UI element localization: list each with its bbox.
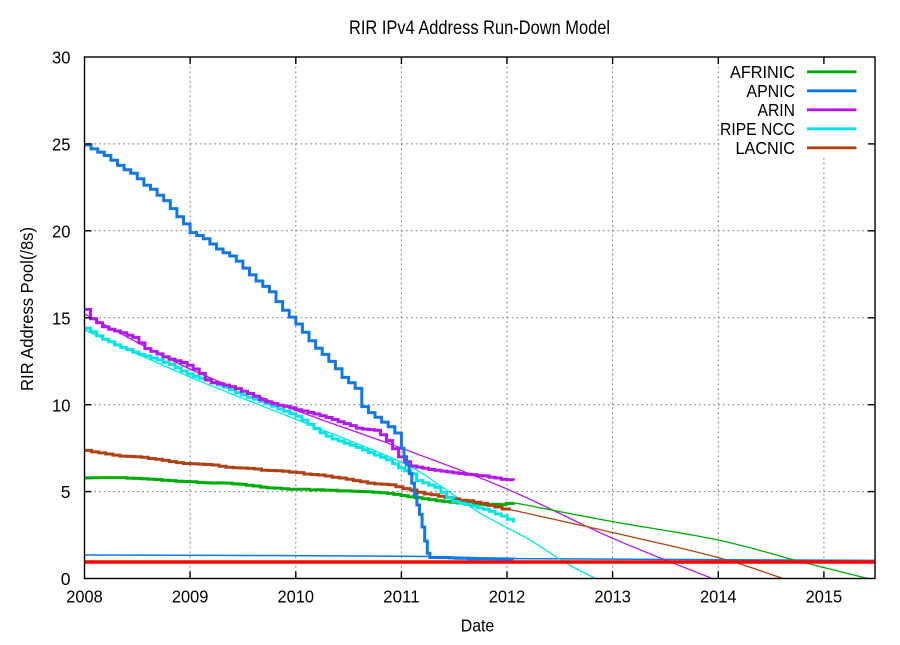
svg-text:2009: 2009 — [172, 587, 209, 607]
svg-text:0: 0 — [61, 569, 71, 589]
svg-text:RIPE NCC: RIPE NCC — [720, 119, 795, 139]
svg-text:20: 20 — [52, 221, 71, 241]
svg-text:25: 25 — [52, 135, 71, 155]
svg-text:10: 10 — [52, 395, 71, 415]
svg-text:5: 5 — [61, 482, 71, 502]
svg-text:LACNIC: LACNIC — [736, 138, 796, 158]
svg-text:2012: 2012 — [489, 587, 526, 607]
svg-text:2014: 2014 — [700, 587, 737, 607]
svg-text:2008: 2008 — [66, 587, 103, 607]
svg-text:APNIC: APNIC — [747, 81, 796, 101]
svg-text:ARIN: ARIN — [758, 100, 796, 120]
svg-text:2010: 2010 — [278, 587, 315, 607]
svg-text:2011: 2011 — [383, 587, 420, 607]
svg-text:15: 15 — [52, 308, 71, 328]
svg-text:2015: 2015 — [806, 587, 843, 607]
svg-text:30: 30 — [52, 48, 71, 68]
svg-text:RIR Address Pool(/8s): RIR Address Pool(/8s) — [17, 227, 37, 391]
svg-text:Date: Date — [461, 616, 495, 636]
svg-text:AFRINIC: AFRINIC — [730, 62, 795, 82]
svg-text:RIR IPv4 Address Run-Down Mode: RIR IPv4 Address Run-Down Model — [349, 18, 610, 39]
svg-text:2013: 2013 — [594, 587, 631, 607]
